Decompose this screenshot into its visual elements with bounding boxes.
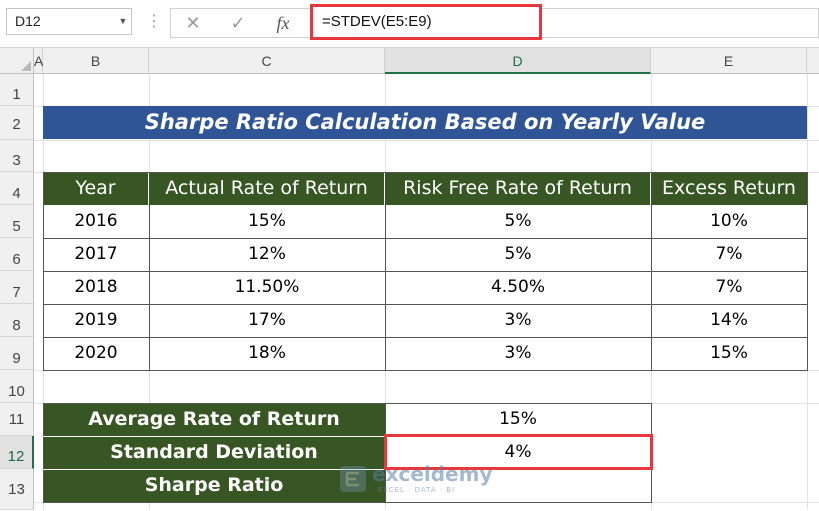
sheet-title[interactable]: Sharpe Ratio Calculation Based on Yearly… (43, 106, 807, 139)
summary-label-std-dev[interactable]: Standard Deviation (43, 436, 385, 469)
table-cell-actual-return[interactable]: 15% (149, 205, 385, 238)
column-header-f[interactable] (807, 48, 819, 74)
watermark-text: exceldemy (372, 462, 493, 486)
name-box[interactable]: D12 (6, 8, 132, 35)
watermark-tagline: EXCEL · DATA · BI (378, 486, 456, 494)
formula-input[interactable]: =STDEV(E5:E9) (322, 13, 432, 30)
table-cell-year[interactable]: 2016 (43, 205, 149, 238)
summary-line (43, 469, 651, 470)
row-header-10[interactable]: 10 (0, 370, 34, 403)
row-header-8[interactable]: 8 (0, 304, 34, 337)
cancel-icon[interactable]: ✕ (185, 13, 201, 33)
table-line (43, 271, 807, 272)
table-cell-actual-return[interactable]: 12% (149, 238, 385, 271)
table-cell-risk-free-return[interactable]: 5% (385, 205, 651, 238)
summary-value-average[interactable]: 15% (385, 403, 651, 436)
table-cell-risk-free-return[interactable]: 3% (385, 304, 651, 337)
table-cell-year[interactable]: 2018 (43, 271, 149, 304)
column-header-e[interactable]: E (651, 48, 807, 74)
table-line (385, 205, 386, 370)
column-header-b[interactable]: B (43, 48, 149, 74)
summary-label-average[interactable]: Average Rate of Return (43, 403, 385, 436)
table-header-excess-return[interactable]: Excess Return (651, 172, 807, 205)
row-header-2[interactable]: 2 (0, 106, 34, 140)
row-header-11[interactable]: 11 (0, 403, 34, 436)
row-header-12[interactable]: 12 (0, 436, 34, 469)
select-all-icon (21, 61, 31, 71)
table-line (43, 238, 807, 239)
row-header-3[interactable]: 3 (0, 140, 34, 172)
row-header-6[interactable]: 6 (0, 238, 34, 271)
summary-line (43, 436, 651, 437)
row-header-4[interactable]: 4 (0, 172, 34, 205)
column-header-a[interactable]: A (34, 48, 43, 74)
table-header-actual-return[interactable]: Actual Rate of Return (149, 172, 385, 205)
table-cell-risk-free-return[interactable]: 5% (385, 238, 651, 271)
name-box-dropdown-icon[interactable]: ▼ (118, 16, 128, 26)
table-cell-excess-return[interactable]: 7% (651, 271, 807, 304)
table-header-year[interactable]: Year (43, 172, 149, 205)
table-line (149, 205, 150, 370)
table-line (651, 205, 652, 370)
table-cell-year[interactable]: 2019 (43, 304, 149, 337)
formula-highlight-box (310, 4, 542, 40)
exceldemy-logo-icon (340, 466, 366, 492)
column-header-c[interactable]: C (149, 48, 385, 74)
summary-label-sharpe[interactable]: Sharpe Ratio (43, 469, 385, 502)
row-header-5[interactable]: 5 (0, 205, 34, 238)
table-cell-year[interactable]: 2017 (43, 238, 149, 271)
row-header-7[interactable]: 7 (0, 271, 34, 304)
table-cell-excess-return[interactable]: 10% (651, 205, 807, 238)
gridline (34, 140, 819, 141)
column-header-d[interactable]: D (385, 48, 651, 74)
table-cell-excess-return[interactable]: 15% (651, 337, 807, 370)
table-cell-actual-return[interactable]: 17% (149, 304, 385, 337)
table-cell-excess-return[interactable]: 7% (651, 238, 807, 271)
active-cell-highlight[interactable] (384, 434, 653, 470)
table-cell-year[interactable]: 2020 (43, 337, 149, 370)
insert-function-icon[interactable]: fx (276, 13, 290, 33)
summary-value-sharpe[interactable] (385, 469, 651, 502)
table-header-risk-free-return[interactable]: Risk Free Rate of Return (385, 172, 651, 205)
formula-bar-grip-icon[interactable]: ⋮ (146, 13, 162, 30)
row-header-9[interactable]: 9 (0, 337, 34, 370)
table-cell-excess-return[interactable]: 14% (651, 304, 807, 337)
table-cell-actual-return[interactable]: 11.50% (149, 271, 385, 304)
row-header-1[interactable]: 1 (0, 74, 34, 106)
enter-icon[interactable]: ✓ (230, 13, 246, 33)
table-line (43, 304, 807, 305)
row-header-13[interactable]: 13 (0, 469, 34, 510)
summary-value-std-dev[interactable]: 4% (385, 436, 651, 469)
table-cell-actual-return[interactable]: 18% (149, 337, 385, 370)
table-cell-risk-free-return[interactable]: 3% (385, 337, 651, 370)
table-line (43, 337, 807, 338)
table-cell-risk-free-return[interactable]: 4.50% (385, 271, 651, 304)
